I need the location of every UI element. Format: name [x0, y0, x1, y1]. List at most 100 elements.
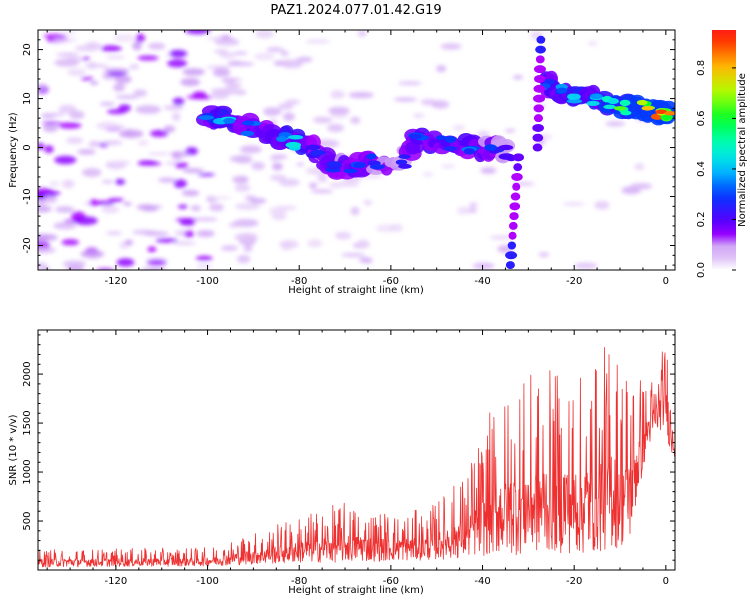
- peak-blob: [664, 111, 675, 116]
- noise-blob: [44, 145, 54, 154]
- streak-blob: [533, 94, 546, 103]
- noise-blob: [42, 123, 59, 133]
- noise-blob: [54, 58, 80, 67]
- noise-blob: [143, 231, 170, 237]
- noise-blob: [38, 262, 48, 270]
- noise-blob: [190, 205, 201, 212]
- noise-blob: [234, 183, 251, 192]
- noise-blob: [163, 105, 184, 111]
- y-tick-label: 500: [22, 511, 33, 530]
- spectrogram-xlabel: Height of straight line (km): [288, 285, 424, 296]
- noise-blob: [275, 205, 298, 211]
- colorbar-tick-label: 0.0: [696, 262, 707, 278]
- noise-blob: [562, 201, 586, 206]
- ridge-core: [241, 120, 255, 126]
- noise-blob: [38, 84, 47, 91]
- noise-blob: [469, 202, 478, 207]
- noise-blob: [141, 267, 167, 270]
- noise-blob: [326, 123, 345, 132]
- streak-blob: [512, 182, 521, 191]
- streak-blob: [533, 104, 544, 113]
- noise-blob: [181, 189, 200, 197]
- noise-blob: [327, 106, 350, 115]
- noise-blob: [109, 160, 132, 165]
- ridge-core: [543, 78, 555, 85]
- streak-blob: [532, 123, 544, 132]
- noise-blob: [229, 155, 250, 163]
- spectrogram-ylabel: Frequency (Hz): [8, 112, 19, 188]
- noise-blob: [307, 239, 323, 248]
- noise-blob: [513, 75, 524, 80]
- noise-blob: [114, 75, 132, 84]
- noise-blob: [296, 162, 305, 167]
- peak-blob: [641, 106, 654, 111]
- x-tick-label: -80: [291, 276, 307, 287]
- noise-blob: [271, 162, 283, 171]
- ridge-core: [343, 168, 358, 174]
- streak-blob: [511, 172, 523, 181]
- ridge-core: [408, 133, 422, 140]
- noise-blob: [62, 260, 87, 268]
- noise-blob: [243, 244, 253, 252]
- noise-blob: [283, 112, 295, 122]
- noise-blob: [101, 205, 120, 214]
- x-tick-label: -20: [566, 276, 582, 287]
- ridge-core: [326, 161, 342, 167]
- noise-blob: [106, 231, 123, 235]
- colorbar-tick-label: 0.6: [696, 110, 707, 126]
- noise-blob: [441, 164, 456, 169]
- ridge-core: [353, 162, 367, 169]
- x-tick-label: -40: [474, 276, 490, 287]
- noise-blob: [43, 34, 67, 38]
- noise-blob: [99, 102, 116, 106]
- x-tick-label: -100: [196, 276, 219, 287]
- y-tick-label: -20: [22, 237, 33, 253]
- ridge-core: [660, 114, 674, 120]
- noise-blob: [133, 89, 148, 97]
- noise-blob: [77, 149, 96, 155]
- noise-blob: [163, 125, 176, 133]
- spectrogram-frame: [37, 29, 676, 271]
- noise-blob: [312, 116, 333, 124]
- noise-blob: [100, 45, 122, 52]
- noise-blob: [113, 83, 126, 92]
- ridge-core: [619, 99, 631, 107]
- ridge-core: [288, 134, 304, 140]
- noise-blob: [61, 179, 75, 189]
- noise-blob: [58, 104, 77, 114]
- noise-blob: [137, 160, 158, 166]
- colorbar-gradient: [712, 30, 736, 270]
- noise-blob: [43, 195, 58, 204]
- streak-blob: [505, 251, 518, 260]
- noise-blob: [269, 174, 287, 181]
- noise-blob: [108, 197, 125, 202]
- noise-blob: [357, 30, 367, 37]
- noise-blob: [38, 233, 49, 243]
- noise-blob: [605, 121, 626, 127]
- colorbar-tick-label: 0.2: [696, 212, 707, 228]
- figure-title: PAZ1.2024.077.01.42.G19: [270, 3, 441, 18]
- noise-blob: [279, 239, 299, 249]
- ridge-core: [607, 98, 619, 105]
- noise-blob: [107, 72, 127, 76]
- streak-blob: [536, 35, 546, 44]
- noise-blob: [196, 263, 213, 269]
- peak-blob: [614, 106, 627, 111]
- x-tick-label: -60: [383, 276, 399, 287]
- noise-blob: [266, 47, 284, 53]
- noise-blob: [38, 142, 45, 150]
- ridge-core: [603, 104, 616, 110]
- x-tick-label: 0: [663, 576, 669, 587]
- noise-blob: [436, 65, 447, 73]
- ridge-core: [444, 136, 457, 143]
- noise-blob: [53, 222, 77, 230]
- noise-blob: [233, 61, 255, 67]
- colorbar: 0.0 0.2 0.4 0.6 0.8 Normalized spectral ampl…: [696, 30, 748, 278]
- noise-blob: [167, 59, 188, 68]
- noise-blob: [83, 63, 109, 68]
- streak-blob: [533, 84, 546, 93]
- noise-blob: [135, 105, 162, 114]
- x-tick-label: -100: [196, 576, 219, 587]
- x-tick-label: -60: [383, 576, 399, 587]
